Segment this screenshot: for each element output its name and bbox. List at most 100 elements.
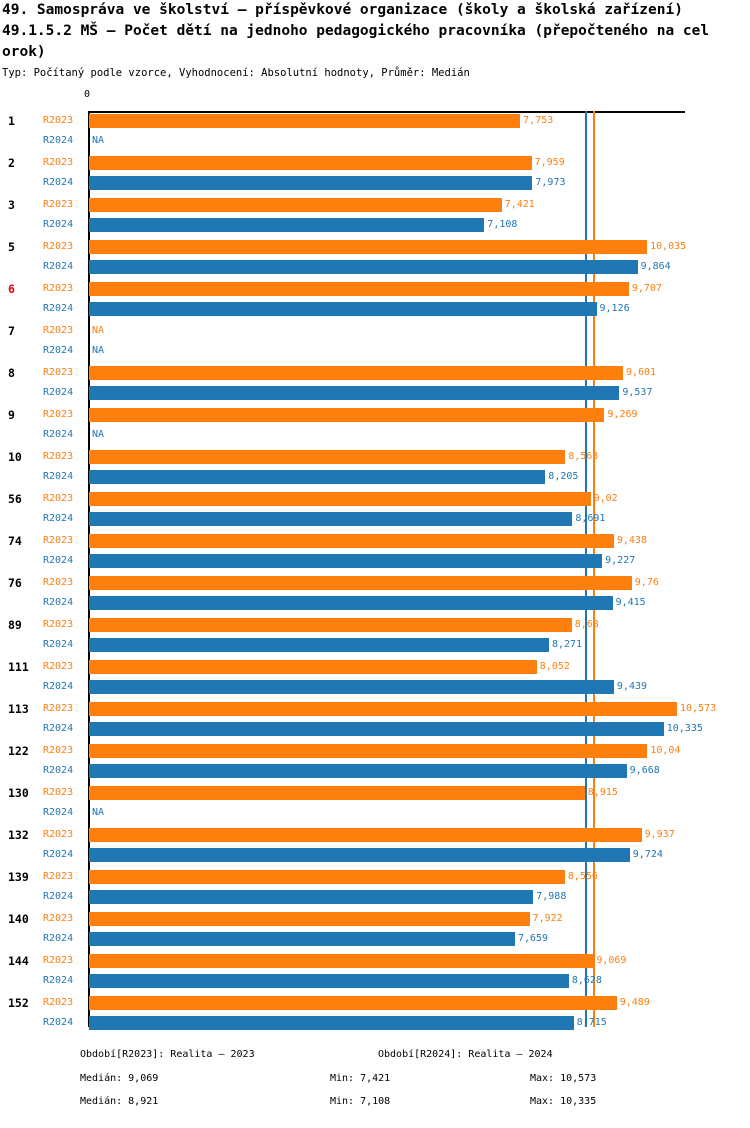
chart-row[interactable]: 130 R2023 8,915 R2024 NA	[0, 785, 750, 827]
bar-R2023-10[interactable]	[89, 450, 566, 464]
bar-R2023-56[interactable]	[89, 492, 591, 506]
chart-row[interactable]: 10 R2023 8,563 R2024 8,205	[0, 449, 750, 491]
bar-R2024-152[interactable]	[89, 1016, 574, 1030]
bar-line-R2023[interactable]: R2023 NA	[0, 323, 750, 339]
bar-R2023-89[interactable]	[89, 618, 572, 632]
bar-R2024-132[interactable]	[89, 848, 630, 862]
bar-line-R2024[interactable]: R2024 9,724	[0, 847, 750, 863]
chart-row[interactable]: 132 R2023 9,937 R2024 9,724	[0, 827, 750, 869]
bar-line-R2023[interactable]: R2023 8,915	[0, 785, 750, 801]
bar-R2024-2[interactable]	[89, 176, 533, 190]
bar-R2023-2[interactable]	[89, 156, 532, 170]
bar-R2023-1[interactable]	[89, 114, 521, 128]
bar-R2023-74[interactable]	[89, 534, 614, 548]
bar-line-R2024[interactable]: R2024 7,988	[0, 889, 750, 905]
legend-item-r2024[interactable]: Období[R2024]: Realita – 2024	[378, 1049, 553, 1060]
legend-item-r2023[interactable]: Období[R2023]: Realita – 2023	[80, 1049, 255, 1060]
bar-R2023-140[interactable]	[89, 912, 530, 926]
bar-line-R2024[interactable]: R2024 7,973	[0, 175, 750, 191]
bar-line-R2023[interactable]: R2023 9,02	[0, 491, 750, 507]
chart-row[interactable]: 139 R2023 8,556 R2024 7,988	[0, 869, 750, 911]
chart-row[interactable]: 9 R2023 9,269 R2024 NA	[0, 407, 750, 449]
bar-line-R2023[interactable]: R2023 8,68	[0, 617, 750, 633]
bar-line-R2023[interactable]: R2023 9,069	[0, 953, 750, 969]
chart-row[interactable]: 111 R2023 8,052 R2024 9,439	[0, 659, 750, 701]
bar-R2023-152[interactable]	[89, 996, 617, 1010]
chart-row[interactable]: 1 R2023 7,753 R2024 NA	[0, 113, 750, 155]
chart-row[interactable]: 2 R2023 7,959 R2024 7,973	[0, 155, 750, 197]
chart-row[interactable]: 122 R2023 10,04 R2024 9,668	[0, 743, 750, 785]
chart-row[interactable]: 74 R2023 9,438 R2024 9,227	[0, 533, 750, 575]
bar-line-R2024[interactable]: R2024 8,628	[0, 973, 750, 989]
bar-R2024-3[interactable]	[89, 218, 485, 232]
chart-row[interactable]: 6 R2023 9,707 R2024 9,126	[0, 281, 750, 323]
bar-R2024-76[interactable]	[89, 596, 613, 610]
bar-line-R2024[interactable]: R2024 9,126	[0, 301, 750, 317]
bar-line-R2024[interactable]: R2024 7,108	[0, 217, 750, 233]
bar-R2023-9[interactable]	[89, 408, 605, 422]
chart-row[interactable]: 76 R2023 9,76 R2024 9,415	[0, 575, 750, 617]
bar-line-R2023[interactable]: R2023 9,489	[0, 995, 750, 1011]
chart-row[interactable]: 8 R2023 9,601 R2024 9,537	[0, 365, 750, 407]
bar-R2024-122[interactable]	[89, 764, 627, 778]
bar-line-R2024[interactable]: R2024 9,864	[0, 259, 750, 275]
chart-row[interactable]: 5 R2023 10,035 R2024 9,864	[0, 239, 750, 281]
bar-R2024-140[interactable]	[89, 932, 515, 946]
chart-row[interactable]: 144 R2023 9,069 R2024 8,628	[0, 953, 750, 995]
chart-row[interactable]: 3 R2023 7,421 R2024 7,108	[0, 197, 750, 239]
bar-R2023-113[interactable]	[89, 702, 677, 716]
bar-line-R2023[interactable]: R2023 8,563	[0, 449, 750, 465]
bar-line-R2023[interactable]: R2023 9,76	[0, 575, 750, 591]
bar-R2024-139[interactable]	[89, 890, 534, 904]
chart-row[interactable]: 89 R2023 8,68 R2024 8,271	[0, 617, 750, 659]
bar-R2023-132[interactable]	[89, 828, 642, 842]
bar-R2024-8[interactable]	[89, 386, 620, 400]
chart-row[interactable]: 140 R2023 7,922 R2024 7,659	[0, 911, 750, 953]
bar-R2023-111[interactable]	[89, 660, 537, 674]
bar-R2024-5[interactable]	[89, 260, 638, 274]
bar-R2023-6[interactable]	[89, 282, 629, 296]
bar-line-R2023[interactable]: R2023 7,959	[0, 155, 750, 171]
bar-R2023-5[interactable]	[89, 240, 648, 254]
bar-line-R2023[interactable]: R2023 9,707	[0, 281, 750, 297]
bar-line-R2023[interactable]: R2023 9,937	[0, 827, 750, 843]
bar-line-R2024[interactable]: R2024 7,659	[0, 931, 750, 947]
bar-R2024-74[interactable]	[89, 554, 603, 568]
bar-line-R2024[interactable]: R2024 NA	[0, 427, 750, 443]
bar-line-R2023[interactable]: R2023 8,556	[0, 869, 750, 885]
bar-line-R2024[interactable]: R2024 8,715	[0, 1015, 750, 1031]
bar-line-R2023[interactable]: R2023 7,753	[0, 113, 750, 129]
bar-line-R2024[interactable]: R2024 9,227	[0, 553, 750, 569]
bar-line-R2023[interactable]: R2023 9,601	[0, 365, 750, 381]
chart-row[interactable]: 152 R2023 9,489 R2024 8,715	[0, 995, 750, 1037]
chart-row[interactable]: 113 R2023 10,573 R2024 10,335	[0, 701, 750, 743]
bar-line-R2024[interactable]: R2024 10,335	[0, 721, 750, 737]
bar-R2023-139[interactable]	[89, 870, 565, 884]
bar-R2024-10[interactable]	[89, 470, 546, 484]
bar-line-R2024[interactable]: R2024 8,205	[0, 469, 750, 485]
bar-line-R2023[interactable]: R2023 9,269	[0, 407, 750, 423]
bar-line-R2023[interactable]: R2023 10,035	[0, 239, 750, 255]
bar-line-R2024[interactable]: R2024 9,668	[0, 763, 750, 779]
bar-R2024-113[interactable]	[89, 722, 664, 736]
bar-R2024-111[interactable]	[89, 680, 614, 694]
bar-R2023-122[interactable]	[89, 744, 648, 758]
bar-R2024-89[interactable]	[89, 638, 549, 652]
chart-row[interactable]: 56 R2023 9,02 R2024 8,691	[0, 491, 750, 533]
bar-R2024-56[interactable]	[89, 512, 573, 526]
bar-line-R2024[interactable]: R2024 NA	[0, 133, 750, 149]
bar-R2023-144[interactable]	[89, 954, 594, 968]
bar-line-R2024[interactable]: R2024 9,439	[0, 679, 750, 695]
chart-row[interactable]: 7 R2023 NA R2024 NA	[0, 323, 750, 365]
bar-line-R2023[interactable]: R2023 10,04	[0, 743, 750, 759]
bar-R2023-8[interactable]	[89, 366, 623, 380]
bar-R2023-3[interactable]	[89, 198, 502, 212]
bar-line-R2024[interactable]: R2024 8,271	[0, 637, 750, 653]
bar-line-R2023[interactable]: R2023 9,438	[0, 533, 750, 549]
bar-R2024-6[interactable]	[89, 302, 597, 316]
bar-line-R2023[interactable]: R2023 7,421	[0, 197, 750, 213]
bar-line-R2023[interactable]: R2023 8,052	[0, 659, 750, 675]
bar-line-R2024[interactable]: R2024 8,691	[0, 511, 750, 527]
bar-line-R2023[interactable]: R2023 10,573	[0, 701, 750, 717]
bar-line-R2024[interactable]: R2024 9,415	[0, 595, 750, 611]
